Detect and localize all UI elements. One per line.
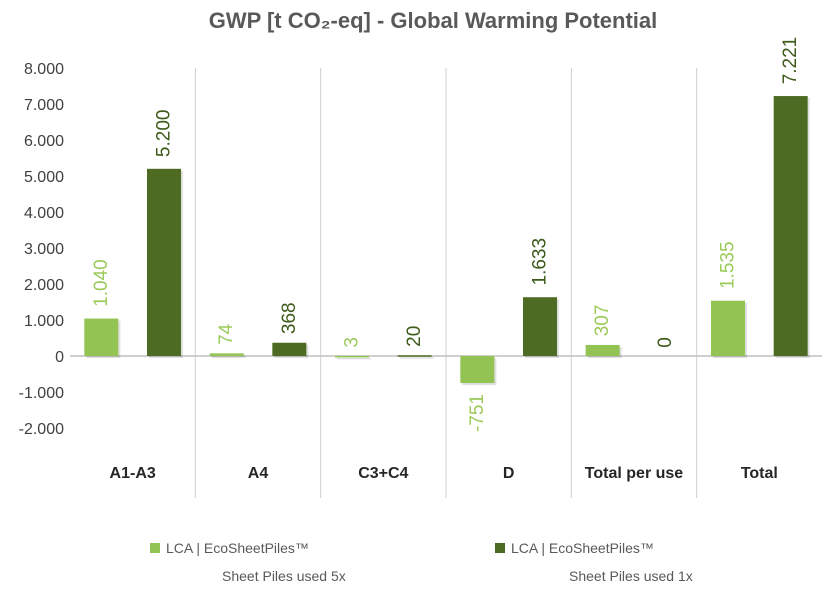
y-tick-label: 3.000 xyxy=(24,241,64,258)
bar-shadow xyxy=(211,355,246,358)
y-axis: 8.000 7.000 6.000 5.000 4.000 3.000 2.000 1.000… xyxy=(19,61,64,438)
legend-label-series-2-line2: Sheet Piles used 1x xyxy=(569,568,693,584)
data-label-series-1: 3 xyxy=(342,337,363,348)
data-label-series-1: -751 xyxy=(467,394,488,432)
bar-series-1 xyxy=(460,356,495,384)
data-labels: 1.040 74 3 -751 307 1.535 5.200 368 20 1.633 0 7.22… xyxy=(91,37,801,432)
x-category-label: C3+C4 xyxy=(358,465,408,482)
bars xyxy=(84,96,810,386)
y-tick-label: 8.000 xyxy=(24,61,64,78)
bar-series-1 xyxy=(84,318,119,356)
bar-series-2 xyxy=(523,297,557,356)
bar-series-1 xyxy=(711,300,745,356)
legend-label-series-2-line1: LCA | EcoSheetPiles™ xyxy=(511,540,654,556)
bar-series-2 xyxy=(773,96,808,356)
legend-label-series-1-line2: Sheet Piles used 5x xyxy=(222,568,346,584)
legend-swatch-series-2 xyxy=(495,543,505,553)
data-label-series-1: 307 xyxy=(592,305,613,337)
x-category-label: A4 xyxy=(248,465,269,482)
bar-series-2 xyxy=(272,342,307,356)
x-category-label: Total xyxy=(741,465,778,482)
y-tick-label: 2.000 xyxy=(24,277,64,294)
y-tick-label: 5.000 xyxy=(24,169,64,186)
bar-series-1 xyxy=(209,353,244,356)
y-tick-label: -1.000 xyxy=(19,385,64,402)
x-category-label: D xyxy=(503,465,515,482)
y-tick-label: 6.000 xyxy=(24,133,64,150)
bar-series-2 xyxy=(397,355,432,357)
x-category-label: Total per use xyxy=(585,465,683,482)
chart-title: GWP [t CO₂-eq] - Global Warming Potentia… xyxy=(209,8,658,33)
data-label-series-1: 74 xyxy=(216,323,237,345)
legend-item-series-1: LCA | EcoSheetPiles™ Sheet Piles used 5x xyxy=(150,540,346,584)
bar-series-1 xyxy=(585,344,620,356)
y-tick-label: -2.000 xyxy=(19,421,64,438)
x-axis-categories: A1-A3 A4 C3+C4 D Total per use Total xyxy=(110,465,778,482)
y-tick-label: 1.000 xyxy=(24,313,64,330)
grid-layer xyxy=(70,68,822,498)
bar-series-2 xyxy=(147,168,181,356)
data-label-series-1: 1.040 xyxy=(91,259,112,307)
bar-shadow xyxy=(399,357,434,359)
data-label-series-2: 7.221 xyxy=(780,37,801,85)
gwp-bar-chart: GWP [t CO₂-eq] - Global Warming Potentia… xyxy=(19,8,822,498)
data-label-series-2: 368 xyxy=(279,302,300,334)
x-category-label: A1-A3 xyxy=(110,465,156,482)
data-label-series-2: 20 xyxy=(404,326,425,347)
y-tick-label: 0 xyxy=(55,349,64,366)
data-label-series-2: 1.633 xyxy=(530,238,551,286)
data-label-series-1: 1.535 xyxy=(718,241,739,289)
bar-series-1 xyxy=(335,355,369,358)
legend-item-series-2: LCA | EcoSheetPiles™ Sheet Piles used 1x xyxy=(495,540,693,584)
legend-swatch-series-1 xyxy=(150,543,160,553)
legend-label-series-1-line1: LCA | EcoSheetPiles™ xyxy=(166,540,309,556)
data-label-series-2: 0 xyxy=(655,337,676,348)
y-tick-label: 4.000 xyxy=(24,205,64,222)
y-tick-label: 7.000 xyxy=(24,97,64,114)
bar-shadow xyxy=(337,357,371,360)
data-label-series-2: 5.200 xyxy=(154,110,175,158)
